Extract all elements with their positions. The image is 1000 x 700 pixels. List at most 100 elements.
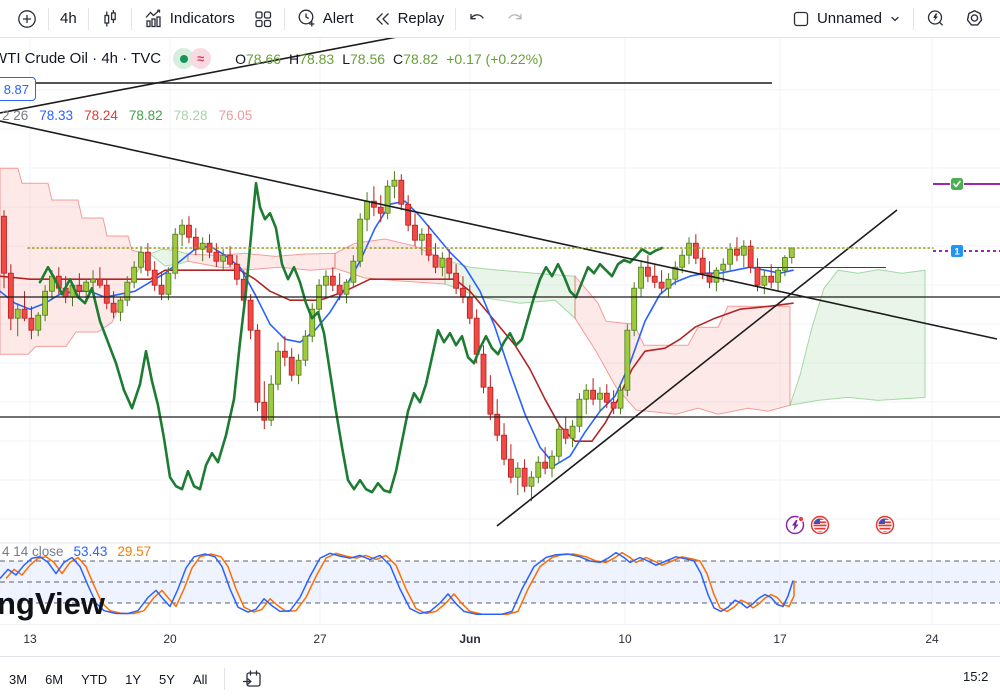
open-value: 78.66 (245, 50, 282, 67)
range-button-3m[interactable]: 3M (9, 671, 28, 687)
economic-lightning-icon[interactable] (785, 515, 805, 535)
high-value: 78.83 (299, 50, 335, 67)
stochastic-pane[interactable] (0, 551, 1000, 615)
open-label: O (235, 50, 246, 67)
trendline[interactable] (0, 120, 998, 340)
indicators-button[interactable]: Indicators (143, 8, 235, 29)
price-chart-canvas[interactable]: 1 (0, 0, 1000, 656)
candlestick-icon (104, 9, 116, 26)
layout-name-label: Unnamed (816, 10, 882, 27)
toolbar-separator (455, 7, 457, 30)
templates-grid-icon (255, 10, 271, 27)
us-flag-icon[interactable] (810, 515, 830, 535)
low-label: L (342, 50, 350, 67)
redo-icon (508, 13, 522, 19)
range-button-all[interactable]: All (192, 671, 208, 687)
indicator-templates-button[interactable] (253, 9, 273, 29)
low-value: 78.56 (350, 50, 386, 67)
quick-search-icon (927, 10, 944, 26)
ichimoku-conversion-value: 78.33 (39, 108, 74, 123)
time-axis-label: Jun (459, 632, 481, 646)
settings-button[interactable] (964, 8, 985, 29)
time-axis-label: 17 (773, 632, 787, 646)
price-pane[interactable]: 1 (0, 0, 1000, 535)
ichimoku-params: 2 26 (2, 108, 29, 123)
symbol-legend[interactable]: WTI Crude Oil · 4h · TVC ≈ O 78.66 H 78.83… (0, 48, 543, 69)
time-axis-label: 13 (23, 632, 37, 646)
stoch-k-line (0, 551, 794, 615)
stoch-d-line (5, 551, 795, 615)
chevron-down-icon (891, 16, 899, 21)
range-button-ytd[interactable]: YTD (81, 671, 108, 687)
delayed-data-icon: ≈ (190, 48, 212, 69)
chikou-line (38, 181, 664, 494)
replay-label: Replay (397, 10, 445, 27)
stoch-params: 4 14 close (2, 544, 64, 559)
ichimoku-base-value: 78.24 (84, 108, 118, 123)
replay-button[interactable]: Replay (372, 9, 445, 29)
drawings-layer[interactable]: 1 (0, 0, 1000, 527)
alert-line-1[interactable] (933, 177, 1000, 191)
ohlc-values: O 78.66 H 78.83 L 78.56 C 78.82 +0.17 (+0.22… (227, 51, 543, 67)
redo-button[interactable] (505, 9, 525, 29)
trendline[interactable] (0, 0, 590, 114)
svg-text:1: 1 (954, 246, 960, 257)
symbol-title[interactable]: WTI Crude Oil · 4h · TVC (0, 50, 162, 67)
candlestick-series (1, 171, 795, 502)
left-axis-price-label: 8.87 (0, 77, 36, 101)
bottom-toolbar: 3M 6M YTD 1Y 5Y All 15:2 (0, 656, 1000, 700)
alert-line-2[interactable]: 1 (933, 244, 1000, 258)
stoch-d-value: 29.57 (117, 544, 152, 559)
us-flag-icon[interactable] (875, 515, 895, 535)
stoch-k-value: 53.43 (73, 544, 108, 559)
time-axis-label: 24 (925, 632, 939, 646)
chart-style-button[interactable] (100, 9, 120, 29)
plus-circle-icon (18, 9, 36, 28)
tenkan-line (0, 200, 794, 467)
layout-square-icon (793, 11, 809, 26)
range-button-1y[interactable]: 1Y (125, 671, 142, 687)
range-button-5y[interactable]: 5Y (159, 671, 175, 687)
range-button-6m[interactable]: 6M (45, 671, 64, 687)
time-axis[interactable]: 13 20 27 Jun 10 17 24 (0, 625, 1000, 656)
gridlines (0, 37, 1000, 625)
replay-icon (375, 12, 389, 25)
undo-icon (470, 13, 484, 19)
toolbar-separator (130, 7, 132, 30)
time-axis-label: 27 (313, 632, 327, 646)
ichimoku-lead1-value: 78.28 (173, 108, 208, 123)
stochastic-legend[interactable]: 4 14 close 53.43 29.57 (2, 544, 151, 559)
time-axis-label: 10 (618, 632, 632, 646)
close-label: C (393, 50, 404, 67)
trendline[interactable] (496, 209, 898, 527)
add-symbol-button[interactable] (17, 9, 37, 29)
toolbar-separator (87, 7, 89, 30)
high-label: H (289, 50, 300, 67)
indicators-label: Indicators (169, 10, 235, 27)
interval-button[interactable]: 4h (60, 10, 77, 27)
alert-label: Alert (322, 10, 354, 27)
alert-clock-icon (298, 9, 315, 27)
quick-search-button[interactable] (925, 8, 946, 29)
tradingview-watermark: ngView (0, 586, 105, 621)
exchange-clock[interactable]: 15:2 (963, 669, 989, 684)
goto-date-button[interactable] (242, 668, 264, 690)
close-value: 78.82 (403, 50, 439, 67)
toolbar-separator (224, 668, 226, 690)
ichimoku-lagging-value: 78.82 (128, 108, 163, 123)
top-toolbar: 4h Indicators Alert Replay (0, 0, 1000, 38)
ichimoku-lead2-value: 76.05 (218, 108, 253, 123)
toolbar-separator (48, 7, 49, 30)
one-badge-icon[interactable] (950, 244, 964, 258)
alert-button[interactable]: Alert (296, 8, 354, 29)
market-status-pill[interactable]: ≈ (173, 48, 212, 69)
ichimoku-legend[interactable]: 2 26 78.33 78.24 78.82 78.28 76.05 (2, 108, 252, 123)
market-open-dot-icon (173, 48, 195, 69)
undo-button[interactable] (467, 9, 487, 29)
layout-button[interactable]: Unnamed (791, 9, 902, 29)
change-value: +0.17 (+0.22%) (446, 50, 543, 67)
kijun-line (0, 269, 794, 443)
time-axis-label: 20 (163, 632, 177, 646)
interval-label: 4h (60, 10, 77, 27)
